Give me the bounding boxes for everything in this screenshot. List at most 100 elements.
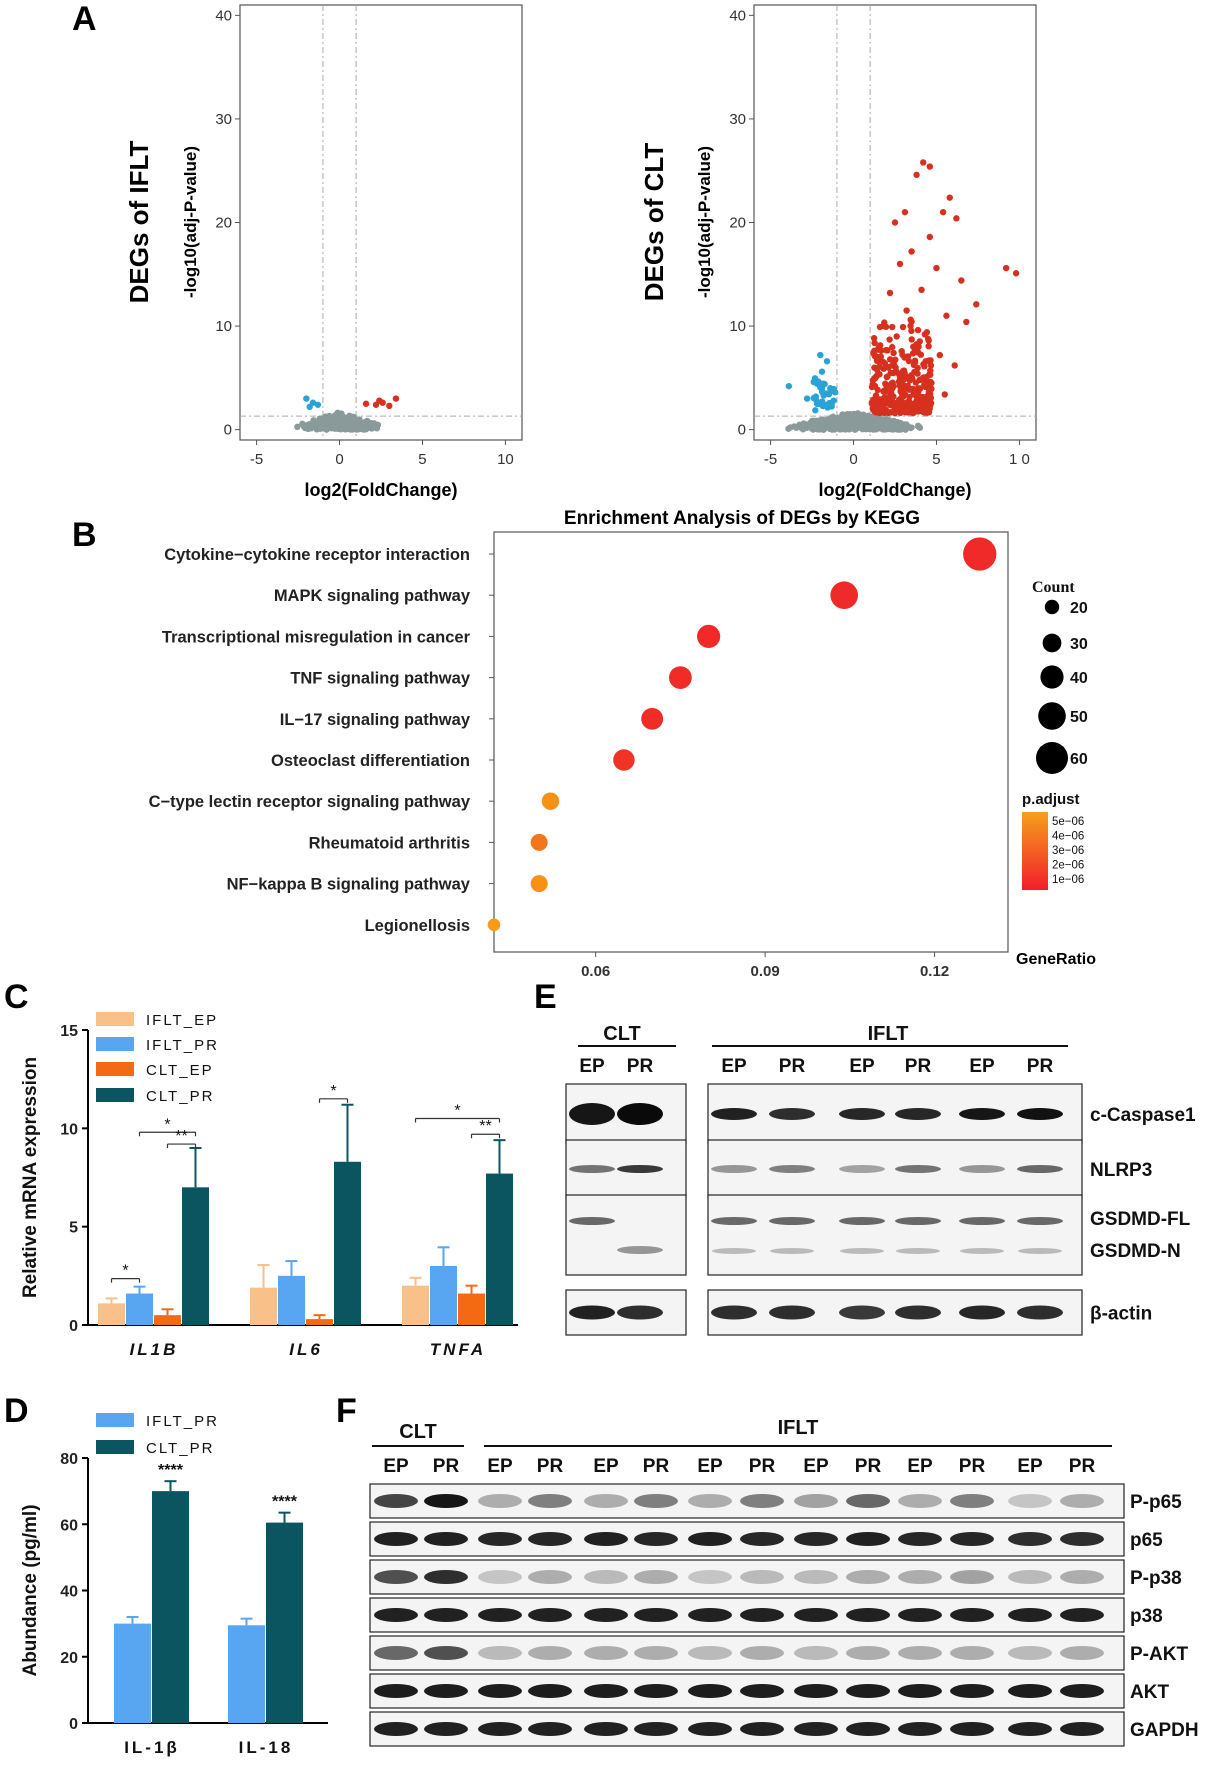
ns-point: [785, 425, 792, 432]
blot-band: [424, 1646, 468, 1660]
up-point: [886, 401, 894, 409]
blot-band: [584, 1722, 628, 1736]
x-tick-label: 0: [335, 451, 343, 468]
blot-band: [528, 1722, 572, 1736]
up-point: [908, 400, 916, 408]
blot-band: [794, 1722, 838, 1736]
western-blot-e: CLT IFLT EP PR EP PR EP PR EP PR c-Caspase1 NLRP3 GS…: [565, 1023, 1196, 1336]
ns-point: [843, 415, 850, 423]
y-tick-label: 30: [215, 111, 232, 128]
ns-point: [356, 425, 363, 433]
up-point: [918, 286, 925, 294]
ns-point: [308, 424, 315, 431]
blot-band: [840, 1248, 884, 1254]
y-tick-label: 30: [729, 111, 746, 128]
count-legend-title: Count: [1032, 579, 1075, 596]
up-point: [890, 369, 897, 377]
up-point: [941, 391, 948, 398]
pathway-label: C−type lectin receptor signaling pathway: [149, 793, 471, 811]
blot-band: [584, 1646, 628, 1660]
y-tick-label: 10: [729, 318, 746, 335]
blot-band: [688, 1684, 732, 1698]
up-point: [943, 312, 950, 319]
blot-band: [846, 1684, 890, 1698]
blot-band: [712, 1248, 756, 1254]
volcano-plot-iflt: DEGs of IFLT -log10(adj-P-value) log2(Fo…: [124, 4, 523, 500]
blot-band: [569, 1305, 615, 1320]
lane-label: PR: [855, 1456, 882, 1477]
protein-label: p65: [1130, 1530, 1163, 1551]
up-point: [889, 343, 896, 351]
blot-band: [898, 1494, 942, 1508]
up-point: [909, 375, 916, 383]
x-tick-label: 0.12: [920, 963, 949, 980]
bar-clt_pr: [182, 1187, 209, 1325]
up-point: [923, 329, 931, 336]
blot-band: [528, 1532, 572, 1546]
blot-band: [617, 1305, 663, 1320]
up-point: [917, 351, 925, 358]
blot-band: [374, 1608, 418, 1622]
y-tick-label: 0: [69, 1318, 78, 1335]
up-point: [896, 402, 903, 410]
ns-point: [856, 411, 864, 419]
up-point: [908, 336, 915, 343]
ns-point: [319, 421, 326, 428]
blot-band: [898, 1646, 942, 1660]
pathway-label: Cytokine−cytokine receptor interaction: [164, 546, 470, 564]
down-point: [303, 395, 310, 402]
ns-point: [364, 417, 371, 425]
legend-swatch: [96, 1012, 134, 1026]
lane-label: EP: [969, 1056, 995, 1077]
count-legend-label: 50: [1070, 709, 1088, 726]
panel-label-a: A: [72, 0, 97, 38]
down-point: [818, 368, 826, 375]
bar-iflt_pr: [430, 1266, 457, 1325]
up-point: [958, 277, 965, 284]
ns-point: [837, 425, 844, 433]
padjust-legend-label: 5e−06: [1052, 816, 1084, 828]
lane-label: EP: [907, 1456, 933, 1477]
blot-band: [1060, 1608, 1104, 1622]
protein-label: c-Caspase1: [1090, 1105, 1196, 1126]
blot-band: [740, 1570, 784, 1584]
ns-point: [336, 412, 344, 419]
blot-band: [770, 1248, 814, 1254]
up-point: [875, 396, 882, 403]
up-point: [870, 350, 877, 357]
up-point: [892, 356, 899, 363]
protein-label: GAPDH: [1130, 1720, 1199, 1741]
up-point: [873, 406, 881, 413]
blot-band: [1060, 1570, 1104, 1584]
up-point: [886, 382, 893, 390]
legend-swatch: [96, 1062, 134, 1076]
category-label: IL1B: [130, 1340, 179, 1359]
lane-label: EP: [803, 1456, 829, 1477]
y-tick-label: 0: [224, 422, 232, 439]
up-point: [876, 371, 883, 378]
ns-point: [862, 425, 870, 433]
up-point: [899, 323, 907, 331]
up-point: [963, 318, 970, 326]
x-tick-label: 5: [932, 451, 940, 468]
padjust-legend-label: 1e−06: [1052, 874, 1084, 886]
ns-point: [355, 418, 363, 425]
up-point: [376, 397, 383, 404]
blot-band: [374, 1532, 418, 1546]
bar-clt_pr: [266, 1522, 303, 1723]
ns-point: [799, 424, 807, 432]
blot-band: [769, 1108, 815, 1120]
x-axis-label: log2(FoldChange): [305, 480, 458, 500]
up-point: [392, 395, 400, 402]
bar-clt_pr: [486, 1173, 513, 1325]
blot-band: [1060, 1646, 1104, 1660]
ns-point: [851, 416, 858, 423]
up-point: [924, 335, 932, 343]
up-point: [911, 346, 919, 354]
category-label: IL6: [289, 1340, 323, 1359]
up-point: [890, 349, 897, 357]
bar-iflt_ep: [98, 1303, 125, 1325]
up-point: [914, 370, 921, 377]
enrichment-dot: [669, 666, 692, 689]
